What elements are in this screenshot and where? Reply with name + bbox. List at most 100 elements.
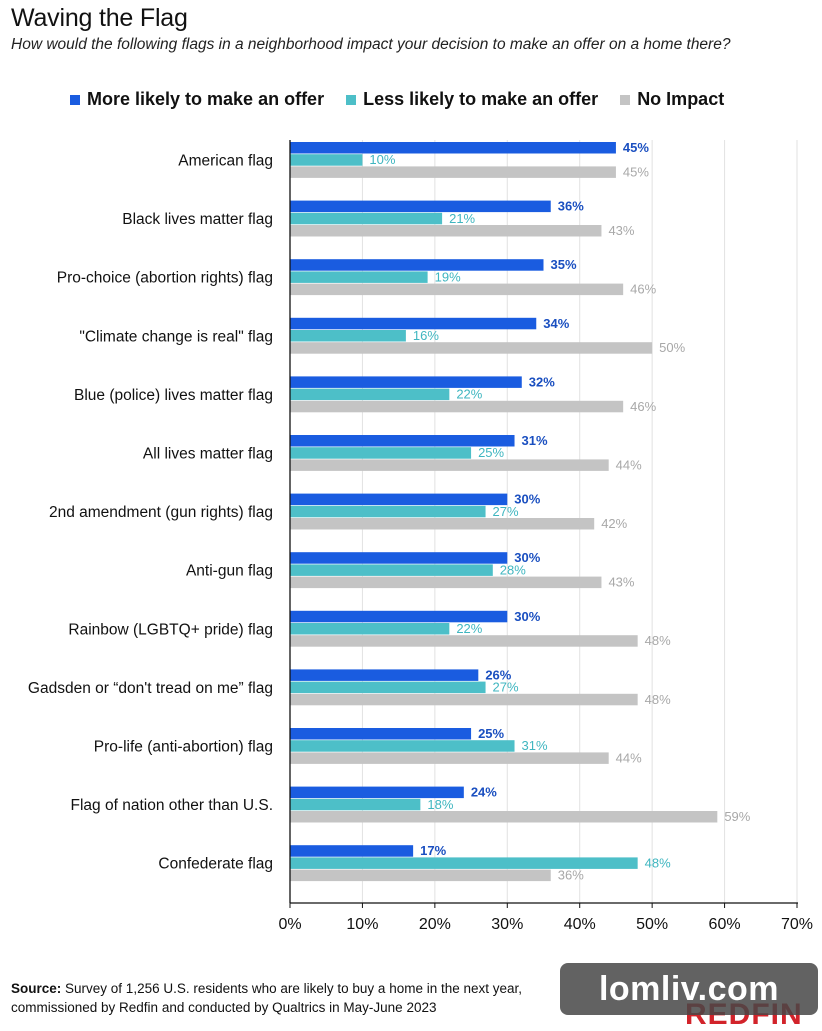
bar-no-impact-american-flag: [290, 166, 616, 178]
data-label-more-likely-to-make-an-offer-confederate-flag: 17%: [420, 843, 446, 858]
bar-no-impact-anti-gun-flag: [290, 576, 602, 589]
data-label-no-impact-black-lives-matter-flag: 43%: [608, 223, 634, 238]
bar-no-impact-blue-police-lives-matter-flag: [290, 400, 624, 413]
bar-more-likely-to-make-an-offer-climate-change-is-real-flag: [290, 317, 537, 330]
bar-no-impact-flag-of-nation-other-than-u-s: [290, 811, 718, 823]
bar-more-likely-to-make-an-offer-flag-of-nation-other-than-u-s: [290, 786, 464, 799]
bar-more-likely-to-make-an-offer-pro-choice-abortion-rights-flag: [290, 259, 544, 271]
data-label-less-likely-to-make-an-offer-flag-of-nation-other-than-u-s: 18%: [427, 797, 453, 812]
bar-less-likely-to-make-an-offer-2nd-amendment-gun-rights-flag: [290, 505, 486, 518]
category-label-pro-life-anti-abortion-flag: Pro-life (anti-abortion) flag: [94, 738, 273, 755]
legend-label-less-likely: Less likely to make an offer: [363, 89, 599, 109]
legend: More likely to make an offer Less likely…: [70, 89, 724, 110]
legend-item-no-impact: No Impact: [620, 89, 724, 110]
bar-more-likely-to-make-an-offer-pro-life-anti-abortion-flag: [290, 728, 472, 740]
data-label-more-likely-to-make-an-offer-gadsden-or-don-t-tread-on-me-flag: 26%: [485, 667, 511, 682]
category-label-american-flag: American flag: [178, 152, 273, 169]
bar-more-likely-to-make-an-offer-all-lives-matter-flag: [290, 435, 515, 447]
x-tick-label: 50%: [636, 916, 668, 933]
legend-item-less-likely: Less likely to make an offer: [346, 89, 598, 110]
bar-less-likely-to-make-an-offer-flag-of-nation-other-than-u-s: [290, 798, 421, 811]
category-label-pro-choice-abortion-rights-flag: Pro-choice (abortion rights) flag: [57, 270, 273, 287]
legend-swatch-no-impact: [620, 94, 631, 105]
bar-less-likely-to-make-an-offer-american-flag: [290, 154, 363, 166]
data-label-more-likely-to-make-an-offer-pro-choice-abortion-rights-flag: 35%: [551, 257, 577, 272]
data-label-less-likely-to-make-an-offer-confederate-flag: 48%: [645, 855, 671, 870]
data-label-more-likely-to-make-an-offer-anti-gun-flag: 30%: [514, 550, 540, 565]
data-label-less-likely-to-make-an-offer-blue-police-lives-matter-flag: 22%: [456, 387, 482, 402]
data-label-less-likely-to-make-an-offer-pro-life-anti-abortion-flag: 31%: [522, 738, 548, 753]
bar-less-likely-to-make-an-offer-rainbow-lgbtq-pride-flag: [290, 623, 450, 635]
x-tick-label: 10%: [346, 916, 378, 933]
category-label-confederate-flag: Confederate flag: [158, 856, 273, 873]
watermark: lomliv.com: [560, 963, 818, 1015]
bar-chart: American flag 45% 10% 45% Black lives matter…: [28, 140, 813, 933]
data-label-less-likely-to-make-an-offer-rainbow-lgbtq-pride-flag: 22%: [456, 621, 482, 636]
bar-no-impact-rainbow-lgbtq-pride-flag: [290, 635, 638, 647]
data-label-no-impact-flag-of-nation-other-than-u-s: 59%: [724, 809, 750, 824]
data-label-no-impact-blue-police-lives-matter-flag: 46%: [630, 399, 656, 414]
chart-subtitle: How would the following flags in a neigh…: [11, 36, 731, 53]
data-label-more-likely-to-make-an-offer-american-flag: 45%: [623, 140, 649, 155]
legend-item-more-likely: More likely to make an offer: [70, 89, 324, 110]
source-line-2: commissioned by Redfin and conducted by …: [11, 1000, 437, 1015]
data-label-more-likely-to-make-an-offer-pro-life-anti-abortion-flag: 25%: [478, 726, 504, 741]
data-label-more-likely-to-make-an-offer-2nd-amendment-gun-rights-flag: 30%: [514, 492, 540, 507]
bar-more-likely-to-make-an-offer-anti-gun-flag: [290, 552, 508, 564]
data-label-less-likely-to-make-an-offer-gadsden-or-don-t-tread-on-me-flag: 27%: [493, 680, 519, 695]
data-label-less-likely-to-make-an-offer-black-lives-matter-flag: 21%: [449, 211, 475, 226]
data-label-less-likely-to-make-an-offer-climate-change-is-real-flag: 16%: [413, 328, 439, 343]
category-label-anti-gun-flag: Anti-gun flag: [186, 563, 273, 580]
x-tick-label: 0%: [278, 916, 301, 933]
bar-no-impact-all-lives-matter-flag: [290, 459, 609, 471]
bar-less-likely-to-make-an-offer-gadsden-or-don-t-tread-on-me-flag: [290, 681, 486, 694]
bar-no-impact-pro-life-anti-abortion-flag: [290, 752, 609, 764]
bar-more-likely-to-make-an-offer-rainbow-lgbtq-pride-flag: [290, 610, 508, 623]
data-label-no-impact-all-lives-matter-flag: 44%: [616, 457, 642, 472]
data-label-more-likely-to-make-an-offer-flag-of-nation-other-than-u-s: 24%: [471, 785, 497, 800]
bar-less-likely-to-make-an-offer-pro-life-anti-abortion-flag: [290, 740, 515, 752]
legend-swatch-more-likely: [70, 94, 80, 105]
data-label-no-impact-climate-change-is-real-flag: 50%: [659, 340, 685, 355]
data-label-less-likely-to-make-an-offer-american-flag: 10%: [369, 152, 395, 167]
data-label-less-likely-to-make-an-offer-pro-choice-abortion-rights-flag: 19%: [435, 269, 461, 284]
bar-more-likely-to-make-an-offer-confederate-flag: [290, 845, 414, 857]
source-label: Source:: [11, 981, 62, 996]
legend-label-more-likely: More likely to make an offer: [87, 89, 325, 109]
x-tick-label: 40%: [564, 916, 596, 933]
category-label-rainbow-lgbtq-pride-flag: Rainbow (LGBTQ+ pride) flag: [68, 621, 273, 638]
data-label-more-likely-to-make-an-offer-blue-police-lives-matter-flag: 32%: [529, 374, 555, 389]
data-label-more-likely-to-make-an-offer-climate-change-is-real-flag: 34%: [543, 316, 569, 331]
category-label-gadsden-or-don-t-tread-on-me-flag: Gadsden or “don't tread on me” flag: [28, 680, 273, 697]
bar-less-likely-to-make-an-offer-blue-police-lives-matter-flag: [290, 388, 450, 401]
data-label-less-likely-to-make-an-offer-anti-gun-flag: 28%: [500, 562, 526, 577]
bar-no-impact-pro-choice-abortion-rights-flag: [290, 283, 624, 296]
bar-more-likely-to-make-an-offer-black-lives-matter-flag: [290, 200, 551, 213]
category-label-2nd-amendment-gun-rights-flag: 2nd amendment (gun rights) flag: [49, 504, 273, 521]
data-label-no-impact-gadsden-or-don-t-tread-on-me-flag: 48%: [645, 692, 671, 707]
legend-swatch-less-likely: [346, 94, 357, 105]
source-line-1: Survey of 1,256 U.S. residents who are l…: [65, 981, 523, 996]
data-label-less-likely-to-make-an-offer-2nd-amendment-gun-rights-flag: 27%: [493, 504, 519, 519]
bar-more-likely-to-make-an-offer-gadsden-or-don-t-tread-on-me-flag: [290, 669, 479, 681]
bar-no-impact-black-lives-matter-flag: [290, 225, 602, 237]
source-note: Source: Survey of 1,256 U.S. residents w…: [11, 979, 522, 1017]
bar-no-impact-confederate-flag: [290, 869, 551, 882]
x-tick-label: 20%: [419, 916, 451, 933]
data-label-less-likely-to-make-an-offer-all-lives-matter-flag: 25%: [478, 445, 504, 460]
bar-less-likely-to-make-an-offer-black-lives-matter-flag: [290, 212, 443, 225]
legend-label-no-impact: No Impact: [637, 89, 725, 109]
bar-no-impact-climate-change-is-real-flag: [290, 342, 653, 354]
category-label-all-lives-matter-flag: All lives matter flag: [143, 445, 273, 462]
data-label-no-impact-confederate-flag: 36%: [558, 868, 584, 883]
bar-no-impact-2nd-amendment-gun-rights-flag: [290, 518, 595, 530]
bar-less-likely-to-make-an-offer-all-lives-matter-flag: [290, 447, 472, 459]
data-label-more-likely-to-make-an-offer-black-lives-matter-flag: 36%: [558, 199, 584, 214]
data-label-more-likely-to-make-an-offer-rainbow-lgbtq-pride-flag: 30%: [514, 609, 540, 624]
data-label-no-impact-rainbow-lgbtq-pride-flag: 48%: [645, 633, 671, 648]
category-label-flag-of-nation-other-than-u-s: Flag of nation other than U.S.: [71, 797, 273, 814]
bar-more-likely-to-make-an-offer-2nd-amendment-gun-rights-flag: [290, 493, 508, 506]
data-label-no-impact-anti-gun-flag: 43%: [608, 575, 634, 590]
chart-title: Waving the Flag: [11, 4, 188, 32]
bar-less-likely-to-make-an-offer-climate-change-is-real-flag: [290, 330, 406, 342]
